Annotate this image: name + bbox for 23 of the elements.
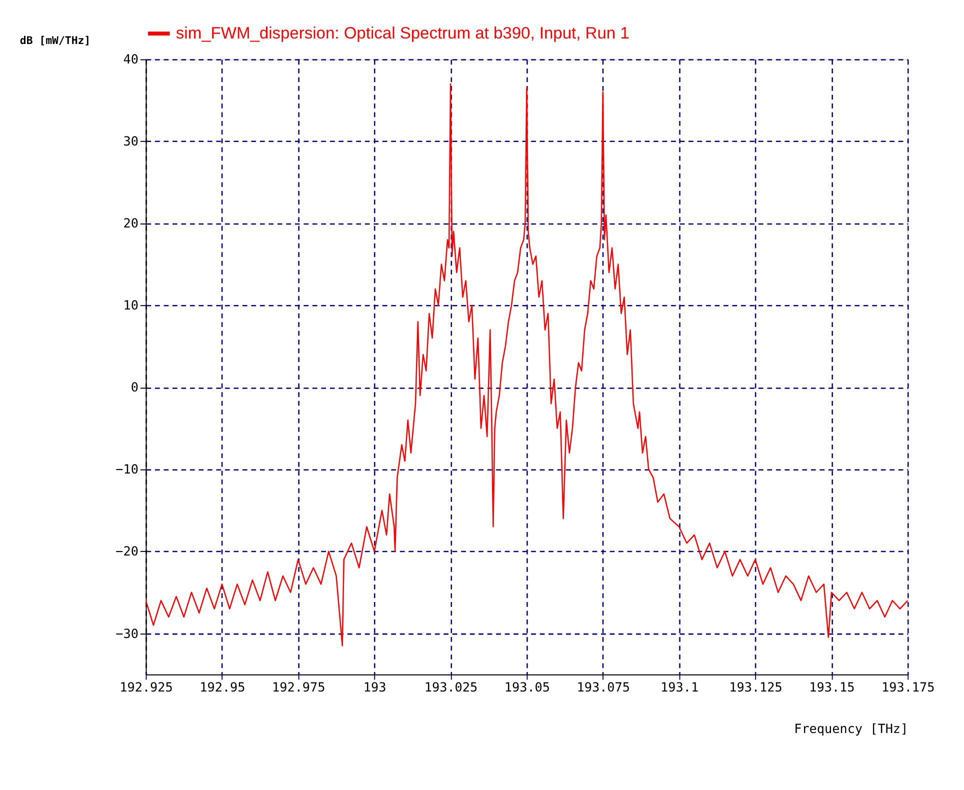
y-tick-label: 10 [123, 298, 138, 313]
x-tick-label: 193 [363, 679, 386, 694]
y-axis-title: dB [mW/THz] [20, 34, 91, 48]
x-tick-label: 193.075 [576, 679, 630, 694]
x-tick-label: 193.15 [809, 679, 855, 694]
legend-label: sim_FWM_dispersion: Optical Spectrum at b390, Input, Run 1 [176, 23, 630, 42]
y-tick-label: −20 [116, 544, 138, 559]
y-tick-label: 40 [123, 52, 138, 67]
y-tick-label: −30 [116, 626, 138, 641]
y-tick-label: −10 [116, 462, 138, 477]
x-tick-label: 193.1 [660, 679, 699, 694]
x-tick-label: 193.05 [504, 679, 550, 694]
x-tick-label: 192.975 [272, 679, 326, 694]
y-tick-label: 20 [123, 216, 138, 231]
x-axis-title: Frequency [THz] [794, 721, 908, 736]
x-tick-label: 192.95 [200, 679, 246, 694]
line-series [146, 83, 908, 646]
x-tick-label: 193.025 [424, 679, 478, 694]
x-tick-label: 193.175 [882, 679, 935, 694]
y-tick-label: 0 [130, 380, 138, 395]
x-tick-label: 192.925 [120, 679, 173, 694]
y-tick-label: 30 [123, 134, 138, 149]
x-tick-label: 193.125 [729, 679, 782, 694]
